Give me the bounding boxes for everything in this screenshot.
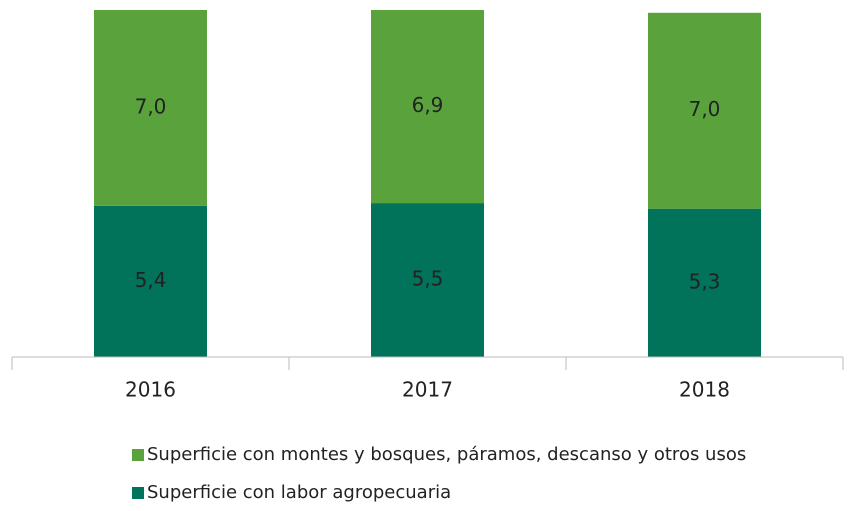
bar-segment	[371, 203, 484, 357]
legend-label: Superficie con montes y bosques, páramos…	[147, 444, 746, 465]
bar-segment	[94, 205, 207, 357]
legend-swatch	[132, 487, 144, 499]
bar-segment	[371, 10, 484, 204]
bar-segment	[648, 12, 761, 209]
legend-swatch	[132, 449, 144, 461]
data-label: 5,5	[412, 267, 444, 291]
x-tick-label: 2018	[679, 378, 730, 402]
data-label: 7,0	[689, 97, 721, 121]
data-label: 6,9	[412, 93, 444, 117]
bar-segment	[648, 208, 761, 357]
data-label: 7,0	[135, 94, 167, 118]
x-tick-label: 2016	[125, 378, 176, 402]
data-label: 5,4	[135, 268, 167, 292]
bar-segment	[94, 10, 207, 206]
data-label: 5,3	[689, 269, 721, 293]
legend-label: Superficie con labor agropecuaria	[147, 482, 451, 503]
x-tick-label: 2017	[402, 378, 453, 402]
